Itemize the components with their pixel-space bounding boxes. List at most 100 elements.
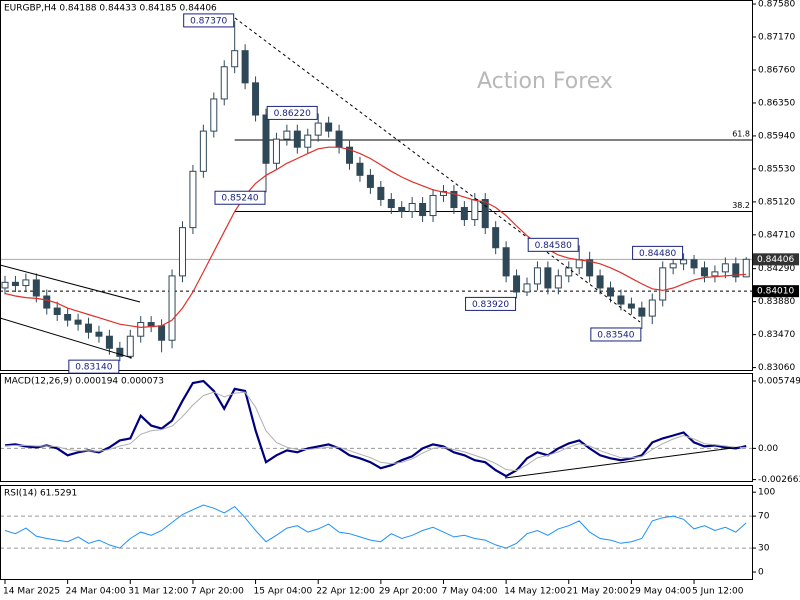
candle-body xyxy=(502,247,510,277)
x-tick-label: 14 Mar 2025 xyxy=(3,587,60,597)
candle-body xyxy=(638,307,646,317)
candle-body xyxy=(607,287,615,297)
candle-body xyxy=(220,66,228,100)
indicator-line xyxy=(4,391,747,472)
annotation-box xyxy=(590,327,642,342)
candle-body xyxy=(105,335,113,349)
y-tick-label: 0.84710 xyxy=(758,230,795,240)
candle-body xyxy=(481,198,489,229)
candle-body xyxy=(398,207,406,213)
y-tick-label: 30 xyxy=(758,544,770,554)
candle-body xyxy=(241,50,249,84)
plot-layer: Action Forex 61.8 38.2 xyxy=(0,20,752,549)
candle-body xyxy=(575,259,583,269)
annotation-box xyxy=(527,237,579,252)
candle-body xyxy=(732,263,740,278)
y-tick-label: 100 xyxy=(758,488,775,498)
candle-body xyxy=(85,323,93,333)
candle-body xyxy=(450,190,458,209)
candle-body xyxy=(523,283,531,293)
annotation-label: 0.83140 xyxy=(75,363,112,373)
y-tick-label: 0.85530 xyxy=(758,164,795,174)
y-tick-label: 0.85940 xyxy=(758,131,795,141)
fib-label: 38.2 xyxy=(732,201,750,210)
candle-body xyxy=(627,303,635,309)
trendline xyxy=(234,17,641,323)
candle-body xyxy=(742,258,750,278)
y-tick-label: 70 xyxy=(758,512,770,522)
candle-body xyxy=(408,203,416,213)
candle-body xyxy=(137,322,145,337)
x-tick-label: 24 Mar 04:00 xyxy=(66,587,126,597)
candle-body xyxy=(346,146,354,164)
candle-body xyxy=(252,82,260,116)
candle-body xyxy=(711,271,719,277)
candle-body xyxy=(586,259,594,277)
candle-body xyxy=(126,335,134,357)
candle-body xyxy=(387,198,395,209)
annotation-box xyxy=(68,359,120,374)
candle-body xyxy=(178,227,186,277)
y-tick-label: 0.87170 xyxy=(758,33,795,43)
y-tick-label: -0.002663 xyxy=(758,475,800,485)
candle-body xyxy=(325,122,333,132)
candle-body xyxy=(335,130,343,148)
candle-body xyxy=(700,267,708,277)
price-line-box xyxy=(753,253,799,266)
x-tick-label: 29 Apr 20:00 xyxy=(379,587,438,597)
candle-body xyxy=(199,130,207,172)
candle-body xyxy=(272,138,280,164)
annotation-box xyxy=(266,105,318,120)
annotation-label: 0.87370 xyxy=(190,16,227,26)
candle-body xyxy=(158,325,166,341)
x-tick-label: 29 May 04:00 xyxy=(629,587,691,597)
panel-title: EURGBP,H4 0.84188 0.84433 0.84185 0.8440… xyxy=(4,4,217,14)
y-tick-label: 0 xyxy=(758,568,764,578)
fib-label: 61.8 xyxy=(732,129,750,138)
macd-trendline xyxy=(504,446,741,479)
annotation-label: 0.83540 xyxy=(597,330,634,340)
x-tick-label: 21 May 20:00 xyxy=(567,587,629,597)
candle-body xyxy=(314,122,322,136)
annotation-box xyxy=(183,13,235,28)
candle-body xyxy=(283,130,291,140)
annotation-box xyxy=(632,245,684,260)
price-line-label: 0.84010 xyxy=(757,287,794,297)
candle-body xyxy=(262,114,270,164)
candle-body xyxy=(596,275,604,289)
annotation-label: 0.84580 xyxy=(535,241,572,251)
panel-title: RSI(14) 61.5291 xyxy=(4,489,77,499)
candle-body xyxy=(22,279,30,287)
x-tick-label: 7 May 04:00 xyxy=(441,587,497,597)
x-tick-label: 22 Apr 12:00 xyxy=(316,587,375,597)
candle-body xyxy=(554,275,562,289)
moving-average xyxy=(4,146,747,329)
candle-body xyxy=(690,259,698,269)
annotation-box xyxy=(214,190,266,205)
candle-body xyxy=(429,194,437,217)
candle-body xyxy=(366,174,374,188)
y-tick-label: 0.87580 xyxy=(758,0,795,10)
indicator-line xyxy=(4,504,747,549)
channel-upper xyxy=(0,264,141,303)
candle-body xyxy=(189,170,197,229)
candle-body xyxy=(116,347,124,357)
y-tick-label: 0.00 xyxy=(758,444,778,454)
y-tick-label: 0.86350 xyxy=(758,98,795,108)
annotation-label: 0.85240 xyxy=(221,194,258,204)
macd-panel-frame xyxy=(0,373,753,482)
channel-lower xyxy=(0,317,133,359)
x-tick-label: 14 May 12:00 xyxy=(504,587,566,597)
candle-body xyxy=(669,263,677,269)
y-tick-label: 0.83060 xyxy=(758,363,795,373)
price-line-box xyxy=(753,285,799,298)
candle-body xyxy=(32,279,40,297)
label-layer: 0.87580 0.87170 0.86760 0.86350 0.85940 0.855… xyxy=(3,0,800,597)
candle-body xyxy=(565,267,573,277)
candle-body xyxy=(356,162,364,176)
candle-body xyxy=(43,295,51,309)
price-panel-frame xyxy=(0,0,753,371)
y-tick-label: 0.84290 xyxy=(758,264,795,274)
candle-body xyxy=(1,281,9,289)
